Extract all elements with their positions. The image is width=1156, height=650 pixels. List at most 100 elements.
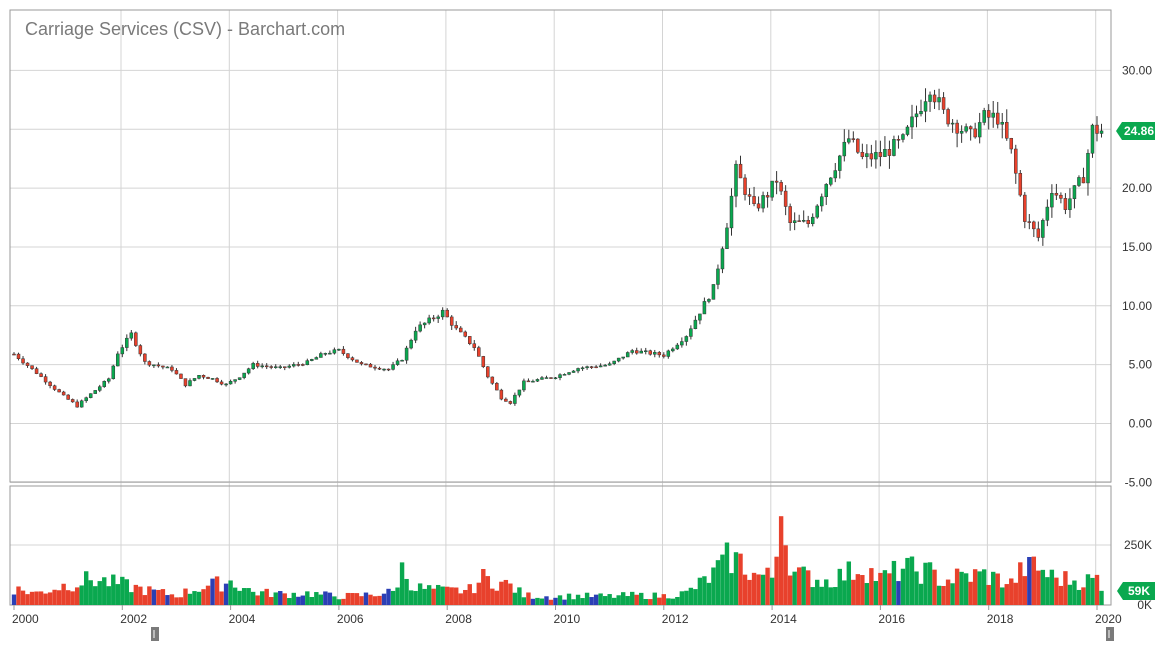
candle-body: [982, 110, 986, 123]
volume-bar: [783, 545, 788, 605]
volume-bar: [887, 573, 892, 605]
candle-body: [851, 138, 856, 140]
volume-bar: [205, 585, 211, 605]
candle-body: [995, 112, 1000, 125]
candle-body: [607, 363, 612, 366]
volume-bar: [954, 568, 960, 605]
volume-bar: [183, 588, 188, 605]
candle-body: [422, 322, 427, 326]
candle-body: [842, 141, 847, 157]
volume-bar: [711, 567, 716, 605]
chart-title: Carriage Services (CSV) - Barchart.com: [25, 19, 345, 39]
candle-body: [905, 126, 910, 135]
candle-body: [558, 374, 562, 378]
price-tick-label: 20.00: [1122, 181, 1152, 195]
volume-bar: [900, 568, 906, 605]
volume-bar: [765, 567, 770, 605]
candle-body: [481, 356, 486, 367]
volume-bar: [598, 593, 603, 605]
candle-body: [1009, 138, 1014, 150]
volume-bar: [851, 579, 856, 605]
volume-bar: [16, 586, 21, 605]
volume-bar: [941, 585, 946, 605]
candle-body: [504, 398, 508, 402]
candle-body: [301, 364, 305, 366]
candle-body: [693, 319, 698, 330]
candle-body: [125, 337, 129, 348]
volume-bar: [43, 593, 48, 605]
volume-bar: [305, 591, 310, 605]
volume-bar: [327, 592, 333, 605]
candle-body: [292, 364, 296, 367]
candle-body: [215, 378, 219, 383]
range-handle-right-grip[interactable]: [1106, 627, 1114, 641]
candle-body: [950, 122, 955, 125]
candle-body: [368, 363, 373, 368]
candle-body: [955, 122, 959, 134]
volume-bar: [693, 589, 698, 605]
volume-bar: [106, 586, 111, 605]
volume-bar: [440, 586, 445, 605]
candle-body: [1081, 177, 1086, 184]
candle-body: [468, 336, 472, 344]
year-tick-label: 2004: [229, 612, 256, 626]
volume-bar: [806, 570, 811, 605]
candle-body: [237, 377, 242, 380]
candle-body: [454, 325, 458, 329]
volume-bar: [1000, 587, 1005, 605]
price-badge: 24.86: [1116, 122, 1155, 140]
volume-bar: [562, 599, 567, 605]
candle-body: [603, 364, 607, 367]
volume-bar: [548, 599, 554, 605]
volume-bar: [643, 599, 648, 605]
volume-bar: [688, 587, 694, 605]
volume-bar: [481, 569, 486, 605]
candle-body: [364, 363, 368, 366]
candle-body: [815, 205, 819, 218]
year-tick-label: 2002: [120, 612, 147, 626]
volume-bar: [359, 596, 364, 605]
candle-body: [986, 110, 991, 118]
volume-bar: [269, 597, 274, 605]
candle-body: [644, 350, 648, 352]
candle-body: [765, 195, 770, 198]
candle-body: [874, 152, 878, 160]
volume-bar: [318, 594, 324, 605]
range-handle-left-grip[interactable]: [151, 627, 159, 641]
volume-bar: [774, 556, 779, 605]
volume-bar: [449, 587, 454, 605]
candle-body: [526, 380, 531, 383]
volume-badge-label: 59K: [1128, 584, 1150, 598]
candle-body: [571, 370, 576, 373]
volume-bar: [102, 577, 107, 605]
candle-body: [88, 393, 93, 398]
volume-bar: [769, 577, 775, 605]
volume-bar: [756, 574, 761, 605]
volume-bar: [945, 579, 951, 605]
candle-body: [52, 385, 57, 390]
candle-body: [359, 362, 364, 365]
candle-body: [43, 376, 48, 383]
volume-bar: [927, 562, 933, 605]
candle-body: [1000, 122, 1004, 125]
candle-body: [70, 399, 75, 403]
range-handle-right[interactable]: [1106, 627, 1114, 641]
year-tick-label: 2000: [12, 612, 39, 626]
price-tick-label: 15.00: [1122, 240, 1152, 254]
volume-bar: [237, 590, 242, 605]
volume-bar: [625, 596, 630, 605]
volume-bar: [65, 590, 71, 605]
volume-bar: [918, 583, 924, 605]
candle-body: [616, 357, 621, 362]
volume-bar: [837, 568, 842, 605]
candle-body: [183, 378, 188, 387]
volume-bar: [896, 581, 901, 605]
candle-body: [937, 97, 941, 103]
volume-bar: [503, 579, 509, 605]
range-handle-left[interactable]: [151, 627, 159, 641]
candle-body: [161, 365, 165, 368]
volume-bar: [84, 571, 89, 605]
price-tick-label: 0.00: [1129, 417, 1153, 431]
volume-bar: [630, 591, 635, 605]
volume-bar: [138, 586, 143, 605]
